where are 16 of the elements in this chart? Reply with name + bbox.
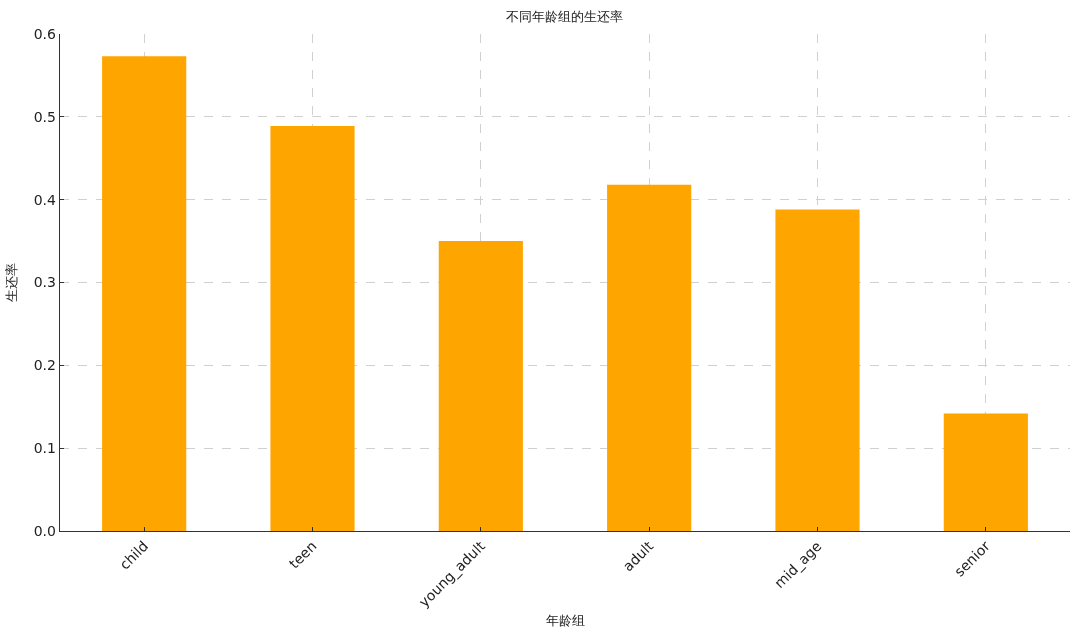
y-tick-label: 0.4 xyxy=(33,191,56,208)
y-tick-label: 0.5 xyxy=(33,108,56,125)
y-tick-label: 0.2 xyxy=(33,357,56,374)
y-axis-title: 生还率 xyxy=(3,263,19,302)
bar xyxy=(102,56,187,531)
bar xyxy=(943,413,1028,531)
bar xyxy=(438,241,523,531)
bar xyxy=(775,209,860,531)
y-tick-label: 0.3 xyxy=(33,274,56,291)
y-tick-label: 0.1 xyxy=(33,440,56,457)
chart-title: 不同年龄组的生还率 xyxy=(506,9,624,25)
x-axis-title: 年龄组 xyxy=(545,612,585,628)
bar xyxy=(607,184,692,531)
y-tick-label: 0.6 xyxy=(33,25,56,42)
y-tick-label: 0.0 xyxy=(33,522,56,539)
bar xyxy=(270,125,355,531)
